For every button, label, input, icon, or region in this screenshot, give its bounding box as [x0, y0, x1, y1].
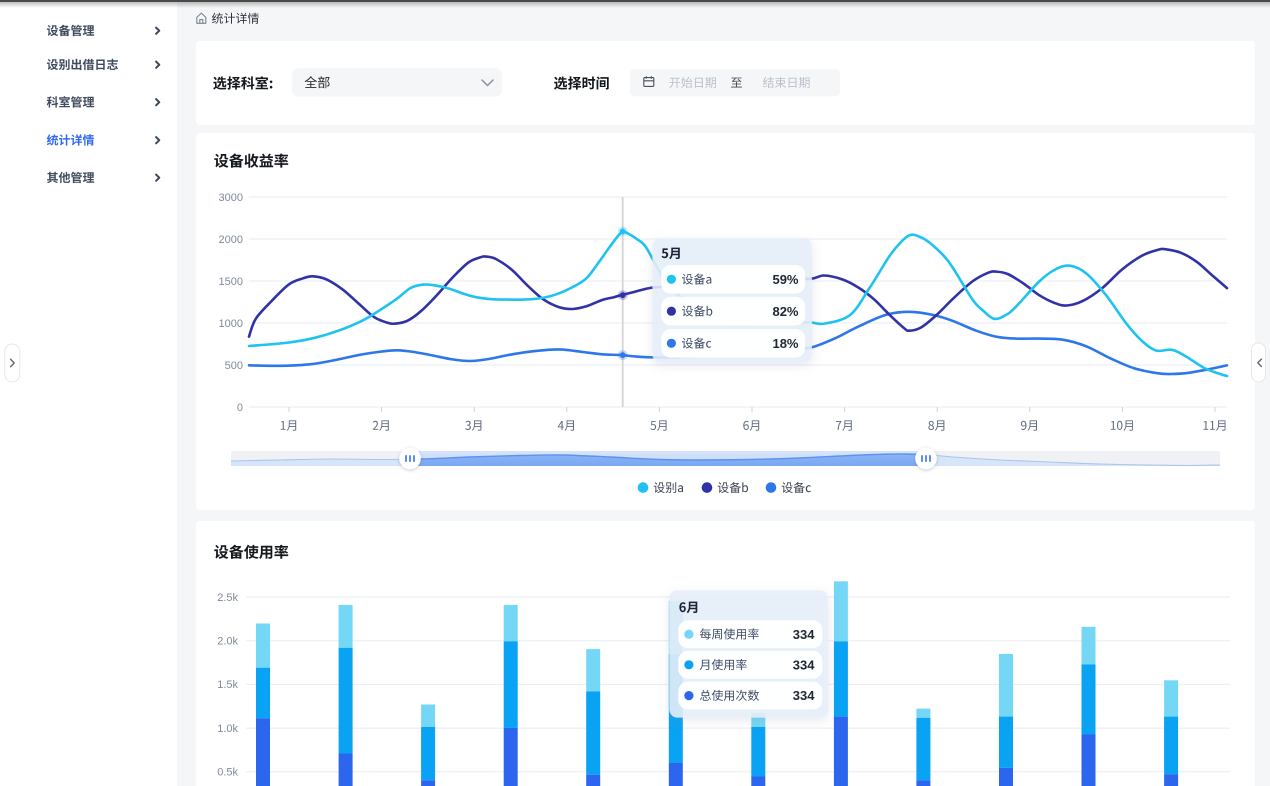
- svg-text:2.0k: 2.0k: [217, 636, 238, 648]
- svg-text:2000: 2000: [219, 234, 243, 246]
- svg-text:1.5k: 1.5k: [217, 679, 238, 691]
- svg-text:500: 500: [225, 360, 243, 372]
- svg-text:1500: 1500: [219, 276, 243, 288]
- svg-text:1.0k: 1.0k: [217, 723, 238, 735]
- svg-text:0: 0: [237, 402, 243, 414]
- svg-text:82%: 82%: [772, 304, 798, 319]
- svg-text:3000: 3000: [219, 192, 243, 204]
- svg-text:1000: 1000: [219, 318, 243, 330]
- svg-text:0.5k: 0.5k: [217, 767, 238, 779]
- svg-text:2.5k: 2.5k: [217, 592, 238, 604]
- svg-text:334: 334: [793, 688, 815, 703]
- svg-text:59%: 59%: [772, 272, 798, 287]
- svg-text:334: 334: [793, 627, 815, 642]
- svg-text:334: 334: [793, 657, 815, 672]
- svg-text:18%: 18%: [772, 336, 798, 351]
